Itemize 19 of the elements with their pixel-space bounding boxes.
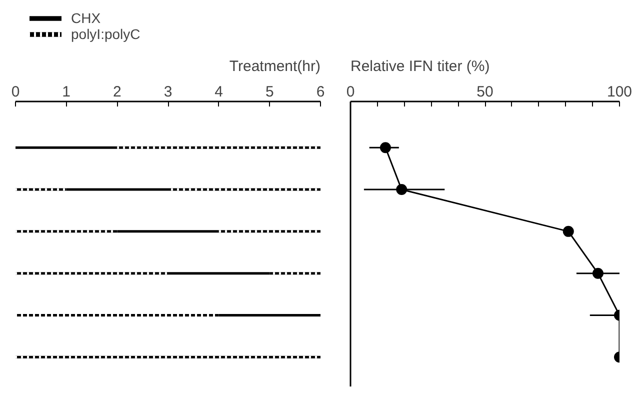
bar [16,146,118,149]
x-tick-label: 50 [476,84,494,100]
bar [66,188,168,191]
x-tick-label: 0 [346,84,355,100]
legend-label: polyI:polyC [71,26,140,42]
bar [117,230,219,233]
x-tick-label: 100 [606,84,632,100]
x-tick-label: 1 [62,84,71,100]
x-tick-label: 0 [11,84,20,100]
bar [168,272,270,275]
chart-title: Relative IFN titer (%) [350,58,490,75]
chart-title: Treatment(hr) [229,58,321,75]
bar [218,314,320,317]
x-tick-label: 5 [265,84,274,100]
legend-label: CHX [71,10,101,26]
x-tick-label: 3 [164,84,172,100]
x-tick-label: 6 [316,84,325,100]
x-tick-label: 4 [214,84,224,100]
x-tick-label: 2 [112,84,122,100]
